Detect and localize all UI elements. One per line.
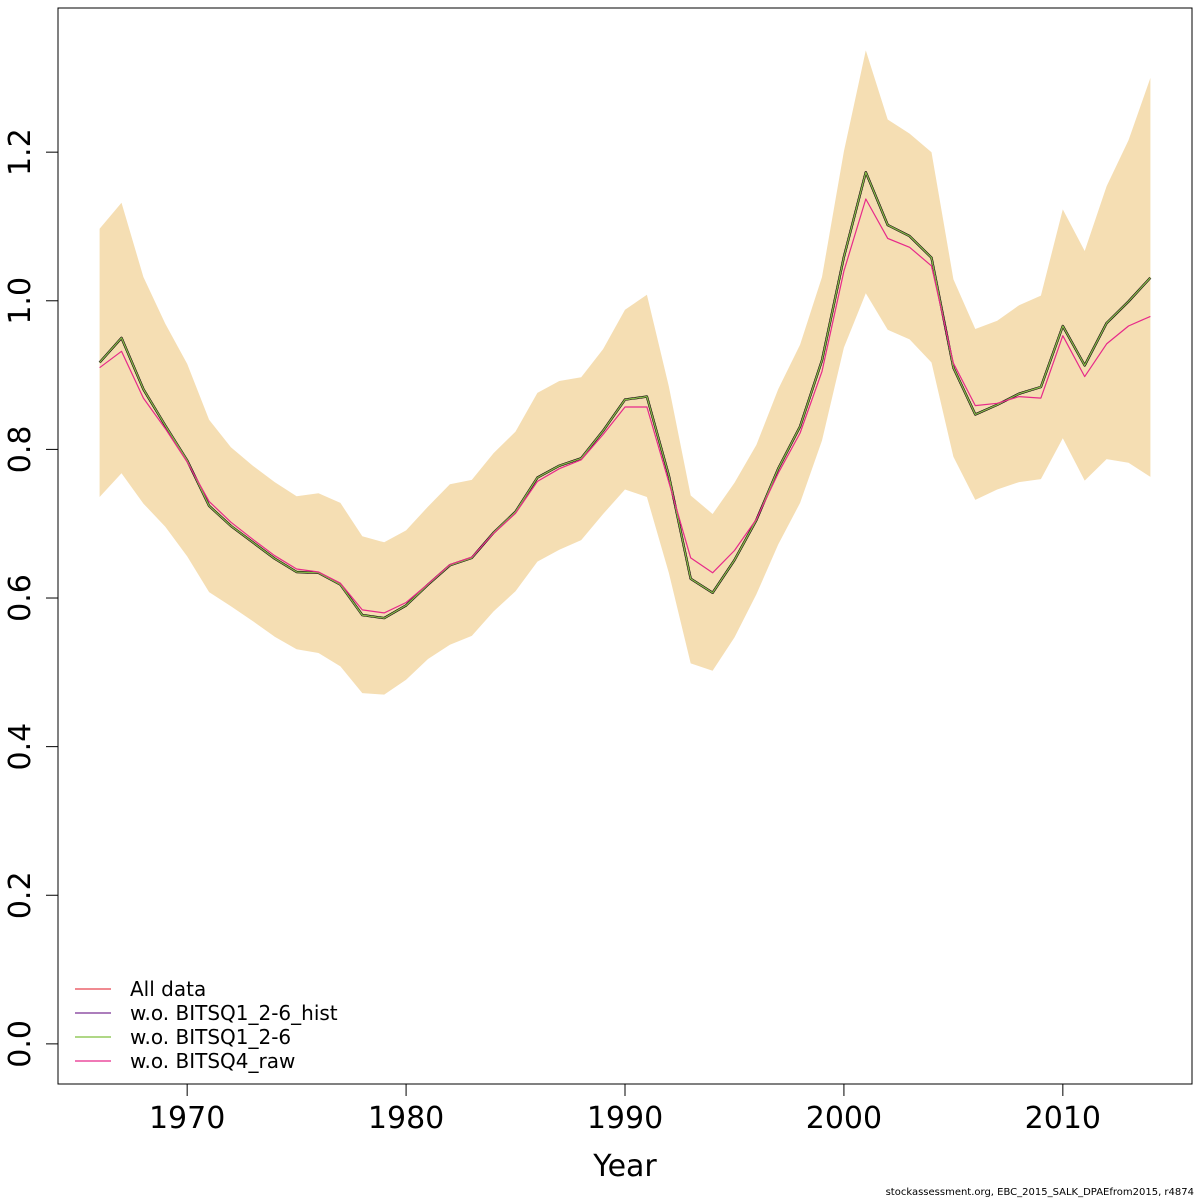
y-tick-label: 0.4: [3, 723, 38, 771]
x-tick-label: 1980: [368, 1101, 444, 1136]
legend-label-4: w.o. BITSQ4_raw: [130, 1049, 295, 1073]
x-axis: 1970 1980 1990 2000 2010: [149, 1083, 1101, 1136]
footer-credit: stockassessment.org, EBC_2015_SALK_DPAEf…: [885, 1187, 1194, 1198]
x-tick-label: 2010: [1025, 1101, 1101, 1136]
y-tick-label: 1.0: [3, 277, 38, 325]
series-layer: [98, 170, 1152, 620]
y-tick-label: 0.8: [3, 426, 38, 474]
legend-label-2: w.o. BITSQ1_2-6_hist: [130, 1001, 338, 1025]
confidence-band: [99, 50, 1151, 695]
y-axis: 0.0 0.2 0.4 0.6 0.8 1.0 1.2: [3, 128, 59, 1068]
y-tick-label: 1.2: [3, 128, 38, 176]
x-tick-label: 1990: [587, 1101, 663, 1136]
x-tick-label: 1970: [149, 1101, 225, 1136]
legend-label-1: All data: [130, 977, 206, 1001]
series-line-4: [99, 198, 1151, 614]
y-tick-label: 0.0: [3, 1020, 38, 1068]
confidence-band-layer: [99, 50, 1151, 695]
y-tick-label: 0.6: [3, 574, 38, 622]
x-axis-title: Year: [592, 1149, 657, 1184]
legend-label-3: w.o. BITSQ1_2-6: [130, 1025, 291, 1049]
series-line-3: [99, 171, 1151, 619]
y-tick-label: 0.2: [3, 871, 38, 919]
x-tick-label: 2000: [806, 1101, 882, 1136]
